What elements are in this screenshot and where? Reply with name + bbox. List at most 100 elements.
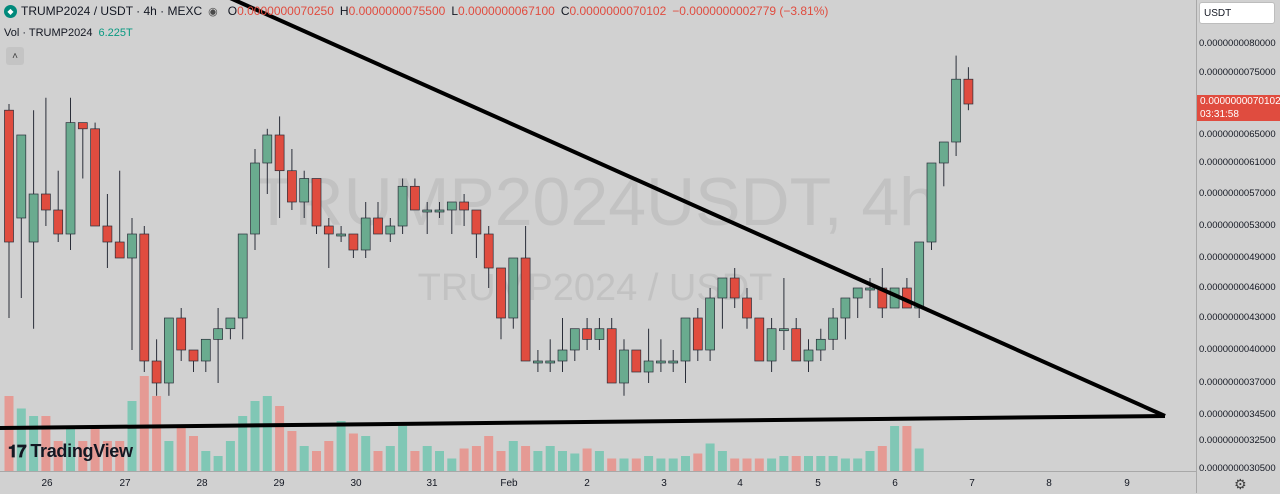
volume-bar — [644, 456, 654, 471]
last-price-label: 0.0000000070102 03:31:58 — [1197, 95, 1280, 121]
candle-body — [656, 360, 666, 364]
tradingview-brand[interactable]: 𝟏𝟕 TradingView — [8, 441, 133, 462]
candle — [938, 141, 949, 187]
volume-bars — [4, 376, 924, 471]
volume-bar — [361, 436, 371, 471]
volume-bar — [791, 456, 801, 471]
volume-bar — [410, 451, 420, 471]
volume-bar — [717, 451, 727, 471]
candle — [656, 339, 666, 372]
volume-bar — [312, 451, 321, 471]
candle-body — [865, 287, 875, 291]
volume-bar — [398, 426, 408, 471]
currency-selector[interactable]: USDT — [1199, 2, 1275, 24]
price-chart[interactable]: TRUMP2024USDT, 4h TRUMP2024 / USDT — [0, 0, 1196, 471]
volume-bar — [139, 376, 149, 471]
candle-body — [65, 122, 76, 235]
volume-bar — [324, 441, 334, 471]
candle-body — [926, 162, 937, 243]
low-value: 0.0000000067100 — [458, 4, 555, 18]
candle — [385, 218, 396, 242]
chart-area[interactable]: TRUMP2024USDT, 4h TRUMP2024 / USDT ◆ TRU… — [0, 0, 1196, 471]
time-tick-label: 2 — [584, 478, 590, 489]
volume-bar — [127, 401, 137, 471]
volume-bar — [115, 441, 125, 471]
candlestick-series — [4, 55, 974, 396]
candle — [336, 226, 346, 242]
volume-bar — [877, 446, 887, 471]
volume-bar — [90, 426, 100, 471]
candle — [742, 288, 752, 329]
time-tick-label: 9 — [1124, 478, 1130, 489]
eye-icon[interactable]: ◉ — [208, 5, 218, 18]
volume-bar — [4, 396, 14, 471]
candle — [139, 226, 150, 372]
volume-legend: Vol · TRUMP2024 6.225T — [4, 27, 133, 39]
candle — [520, 226, 531, 362]
support-trendline[interactable] — [0, 414, 1166, 430]
candle-body — [594, 328, 605, 340]
volume-bar — [804, 456, 813, 471]
candle — [434, 202, 445, 218]
trendlines[interactable] — [0, 0, 1166, 430]
time-tick-label: 29 — [273, 478, 285, 489]
price-tick-label: 0.0000000034500 — [1199, 409, 1276, 420]
candle-body — [668, 360, 679, 364]
candle — [779, 278, 789, 350]
candle — [496, 267, 506, 340]
volume-bar — [385, 446, 395, 471]
candle-body — [360, 217, 371, 251]
candle-body — [53, 209, 64, 235]
candle-body — [754, 317, 765, 362]
candle-body — [114, 241, 125, 259]
open-value: 0.0000000070250 — [237, 4, 334, 18]
candle — [852, 287, 863, 318]
volume-bar — [496, 451, 506, 471]
volume-bar — [189, 436, 198, 471]
candle-body — [766, 328, 777, 362]
candle-body — [176, 317, 187, 351]
volume-bar — [213, 456, 223, 471]
price-tick-label: 0.0000000030500 — [1199, 463, 1276, 474]
volume-bar — [459, 448, 469, 471]
candle-body — [287, 170, 297, 203]
candle — [557, 318, 568, 372]
volume-bar — [508, 441, 518, 471]
candle — [569, 328, 580, 361]
candle — [692, 308, 703, 361]
candle — [65, 97, 76, 250]
candle-body — [963, 78, 974, 105]
candle-body — [619, 349, 629, 384]
descending-trendline[interactable] — [229, 0, 1166, 418]
candle — [200, 338, 211, 372]
price-tick-label: 0.0000000043000 — [1199, 312, 1276, 323]
candle-body — [496, 267, 506, 319]
price-tick-label: 0.0000000049000 — [1199, 252, 1276, 263]
candle — [53, 170, 64, 242]
candle — [262, 128, 273, 194]
candle-body — [16, 134, 27, 219]
candle-body — [410, 185, 420, 211]
time-tick-label: 3 — [661, 478, 667, 489]
volume-bar — [66, 426, 75, 471]
volume-bar — [693, 453, 703, 471]
time-axis[interactable]: 26 27 28 29 30 31 Feb 2 3 4 5 6 7 8 9 — [0, 471, 1196, 494]
candle — [471, 209, 482, 258]
symbol-title[interactable]: TRUMP2024 / USDT · 4h · MEXC — [21, 4, 203, 18]
candle-body — [102, 225, 113, 243]
price-axis[interactable]: USDT 0.0000000080000 0.0000000075000 0.000… — [1196, 0, 1280, 493]
candle-body — [533, 360, 543, 364]
price-tick-label: 0.0000000032500 — [1199, 435, 1276, 446]
volume-bar — [299, 446, 309, 471]
candle — [803, 339, 814, 372]
volume-bar — [853, 458, 863, 471]
candle — [397, 178, 408, 234]
chevron-up-icon[interactable]: ˄ — [6, 47, 24, 65]
gear-icon[interactable]: ⚙ — [1234, 476, 1247, 492]
candle — [791, 318, 802, 362]
candle — [643, 328, 654, 383]
candle-body — [483, 233, 494, 269]
candle — [594, 318, 605, 350]
time-tick-label: 5 — [815, 478, 821, 489]
candle-body — [459, 201, 469, 211]
